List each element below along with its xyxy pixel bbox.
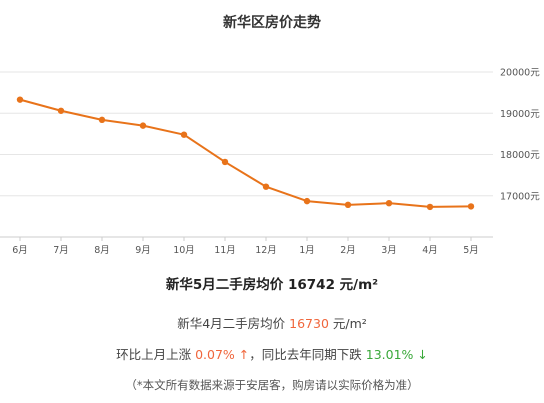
x-tick-label: 9月 [135, 245, 151, 256]
change-summary: 环比上月上涨 0.07% ↑，同比去年同期下跌 13.01% ↓ [0, 344, 544, 363]
grid-layer [0, 71, 493, 197]
x-tick-label: 4月 [422, 245, 438, 256]
headline-prefix: 新华5月二手房均价 [165, 277, 288, 293]
y-tick-label: 19000元 [500, 109, 540, 120]
data-point [303, 197, 311, 205]
current-price-headline: 新华5月二手房均价 16742 元/m² [0, 273, 544, 293]
price-series-line [19, 98, 472, 208]
data-point [426, 203, 434, 211]
x-tick-label: 2月 [340, 245, 356, 256]
chart-title: 新华区房价走势 [223, 15, 321, 31]
yoy-prefix: ，同比去年同期下跌 [249, 347, 366, 362]
data-point [16, 96, 24, 103]
x-tick-label: 3月 [381, 245, 397, 256]
axis-layer: 20000元 19000元 18000元 17000元 6月 7月 8月 9月 10月 11月 12… [0, 68, 540, 256]
previous-month-price: 新华4月二手房均价 16730 元/m² [0, 313, 544, 332]
data-point [57, 107, 65, 114]
headline-price-value: 16742 [288, 277, 335, 293]
mom-prefix: 环比上月上涨 [116, 347, 196, 362]
data-point [98, 116, 106, 124]
x-tick-label: 5月 [463, 245, 479, 256]
x-tick-label: 6月 [12, 245, 28, 256]
headline-price-unit: 元/m² [334, 277, 379, 293]
prev-price-value: 16730 [289, 316, 329, 331]
mom-change-value: 0.07% [195, 347, 235, 362]
price-line-chart: 20000元 19000元 18000元 17000元 6月 7月 8月 9月 10月 11月 12… [0, 68, 540, 256]
data-point [385, 199, 393, 207]
data-point [139, 122, 147, 129]
arrow-down-icon: ↓ [417, 347, 428, 362]
y-tick-label: 17000元 [500, 191, 540, 202]
yoy-change-value: 13.01% [365, 347, 414, 362]
series-layer [16, 96, 475, 211]
x-tick-label: 12月 [255, 245, 277, 256]
x-tick-label: 1月 [299, 245, 315, 256]
prev-price-unit: 元/m² [328, 316, 367, 331]
x-tick-label: 11月 [214, 245, 236, 256]
y-tick-label: 18000元 [500, 150, 540, 161]
data-source-note: （*本文所有数据来源于安居客，购房请以实际价格为准） [125, 378, 419, 392]
data-point [262, 183, 270, 190]
prev-price-prefix: 新华4月二手房均价 [177, 316, 290, 331]
data-point [344, 201, 352, 209]
x-tick-label: 7月 [53, 245, 69, 256]
x-tick-label: 8月 [94, 245, 110, 256]
arrow-up-icon: ↑ [238, 347, 250, 362]
data-point [180, 131, 188, 138]
y-tick-label: 20000元 [500, 68, 540, 79]
data-point [467, 203, 475, 210]
x-tick-label: 10月 [173, 245, 195, 256]
data-point [221, 158, 229, 166]
